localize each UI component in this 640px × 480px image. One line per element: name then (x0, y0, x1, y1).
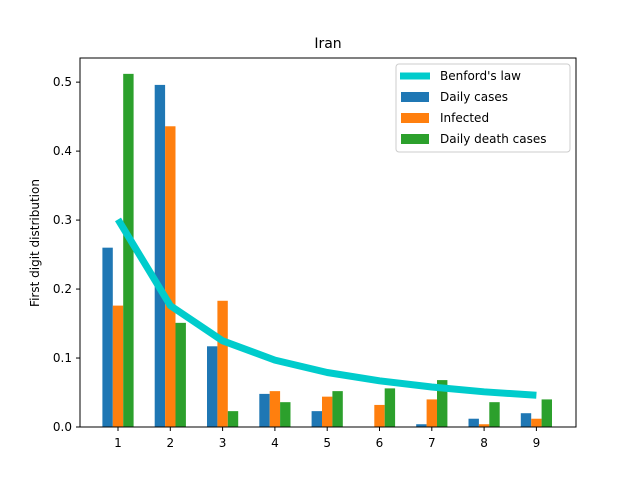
chart-title: Iran (314, 36, 341, 52)
bar-daily-death-cases-5 (332, 391, 343, 427)
bar-daily-death-cases-2 (175, 322, 186, 427)
bars-layer (102, 73, 552, 428)
bar-daily-cases-7 (416, 424, 427, 427)
x-tick-label-6: 6 (376, 436, 384, 450)
bar-daily-cases-5 (311, 411, 322, 427)
axes-layer: 1 2 3 4 5 6 7 8 9 0.0 0.1 0.2 0.3 0.4 0.5 (53, 57, 577, 450)
bar-daily-death-cases-3 (227, 411, 239, 427)
bar-infected-6 (374, 404, 385, 427)
bar-daily-cases-1 (102, 247, 113, 427)
bar-daily-death-cases-6 (384, 388, 396, 427)
bar-daily-cases-4 (259, 393, 270, 427)
y-tick-label-0.2: 0.2 (53, 282, 72, 296)
bar-daily-death-cases-4 (280, 402, 291, 427)
bar-infected-1 (112, 305, 124, 427)
x-tick-label-9: 9 (533, 436, 541, 450)
legend-swatch-daily-cases (401, 92, 429, 102)
bar-daily-death-cases-7 (437, 380, 448, 427)
legend-label-benford-s-law: Benford's law (440, 69, 521, 83)
legend-label-infected: Infected (440, 111, 489, 125)
legend-label-daily-cases: Daily cases (440, 90, 508, 104)
bar-daily-cases-3 (207, 346, 218, 427)
x-tick-label-3: 3 (219, 436, 227, 450)
bar-daily-cases-9 (520, 413, 532, 427)
bar-infected-9 (531, 418, 542, 427)
benford-line-layer (115, 217, 537, 399)
bar-infected-4 (269, 391, 281, 427)
legend-box (395, 63, 571, 153)
bar-daily-cases-8 (468, 418, 479, 427)
y-axis-title: First digit distribution (28, 179, 42, 307)
legend-label-daily-death-cases: Daily death cases (440, 132, 547, 146)
legend-swatch-infected (401, 113, 429, 123)
bar-infected-2 (165, 126, 176, 427)
legend: Benford's law Daily cases Infected Daily de… (395, 63, 571, 153)
legend-swatch-daily-death-cases (401, 134, 429, 144)
bar-infected-7 (426, 399, 437, 427)
x-tick-label-5: 5 (323, 436, 331, 450)
y-tick-label-0.1: 0.1 (53, 351, 72, 365)
y-tick-label-0.4: 0.4 (53, 144, 72, 158)
bar-daily-death-cases-9 (541, 399, 552, 427)
x-tick-label-1: 1 (114, 436, 122, 450)
x-tick-label-2: 2 (166, 436, 174, 450)
bar-infected-8 (478, 424, 490, 427)
y-tick-label-0.5: 0.5 (53, 75, 72, 89)
x-tick-label-7: 7 (428, 436, 436, 450)
plot-frame (79, 57, 577, 428)
y-tick-label-0.3: 0.3 (53, 213, 72, 227)
y-tick-label-0.0: 0.0 (53, 420, 72, 434)
bar-infected-3 (217, 300, 228, 427)
x-tick-label-4: 4 (271, 436, 279, 450)
bar-daily-death-cases-1 (123, 73, 134, 428)
x-tick-label-8: 8 (480, 436, 488, 450)
benford-law-line (115, 217, 537, 399)
bar-daily-death-cases-8 (489, 402, 500, 427)
bar-daily-cases-2 (154, 84, 166, 428)
bar-infected-5 (322, 396, 333, 427)
